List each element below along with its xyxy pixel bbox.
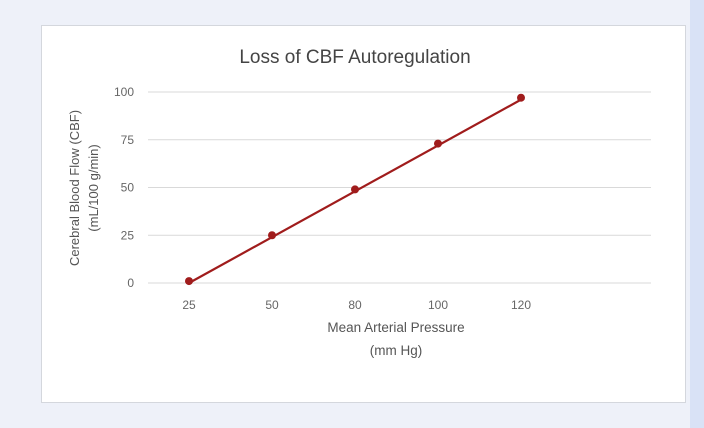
x-tick-label: 80	[348, 298, 362, 312]
y-tick-label: 75	[121, 133, 135, 147]
y-tick-label: 100	[114, 85, 134, 99]
data-point	[351, 185, 359, 194]
y-axis-label-line-1: Cerebral Blood Flow (CBF)	[67, 110, 82, 266]
x-tick-label: 25	[182, 298, 196, 312]
x-axis-label-line-1: Mean Arterial Pressure	[327, 320, 464, 335]
y-tick-label: 50	[121, 181, 135, 195]
y-tick-label: 25	[121, 228, 135, 242]
chart-card: Loss of CBF Autoregulation 0 25 50 75 100 25…	[41, 25, 686, 403]
x-tick-label: 100	[428, 298, 448, 312]
y-axis-tick-labels: 0 25 50 75 100	[114, 85, 134, 290]
y-tick-label: 0	[127, 276, 134, 290]
series-layer	[185, 93, 525, 286]
chart-title: Loss of CBF Autoregulation	[239, 47, 470, 68]
y-axis-label-line-2: (mL/100 g/min)	[86, 144, 101, 231]
data-point	[434, 139, 442, 148]
x-tick-label: 50	[265, 298, 279, 312]
data-point	[517, 93, 525, 102]
x-axis-label-line-2: (mm Hg)	[370, 343, 423, 358]
gridlines	[148, 91, 651, 284]
x-tick-label: 120	[511, 298, 531, 312]
data-point	[268, 231, 276, 240]
right-edge-band	[690, 0, 704, 428]
line-chart: Loss of CBF Autoregulation 0 25 50 75 100 25…	[67, 47, 651, 358]
x-axis-tick-labels: 25 50 80 100 120	[182, 298, 531, 312]
data-point	[185, 277, 193, 286]
